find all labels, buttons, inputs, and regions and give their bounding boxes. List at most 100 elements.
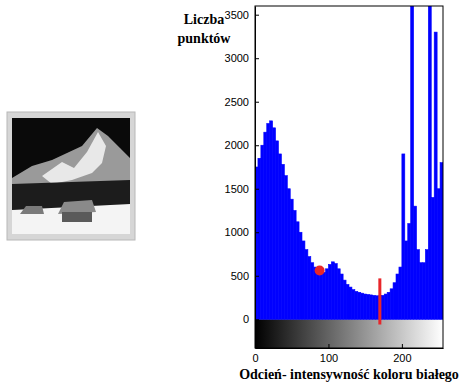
- marker-point: [315, 266, 325, 276]
- x-tick-label: 0: [252, 352, 258, 364]
- histogram-bar: [296, 222, 299, 319]
- y-tick-label: 0: [243, 313, 249, 325]
- histogram-bar: [358, 292, 361, 319]
- plot-frame: [255, 6, 443, 348]
- histogram-bar: [343, 280, 346, 319]
- y-axis-title: Liczbapunktów: [178, 12, 232, 46]
- histogram-bar: [405, 241, 408, 319]
- y-tick: 500: [231, 270, 259, 282]
- photo-hut-wall: [62, 212, 92, 222]
- y-tick-mark: [255, 319, 259, 320]
- photo-hut-small: [20, 206, 44, 214]
- histogram-bar: [434, 32, 437, 319]
- intensity-gradient: [255, 319, 443, 348]
- histogram-bar: [370, 295, 373, 319]
- histogram-bar: [308, 257, 311, 320]
- histogram-bar: [402, 154, 405, 319]
- histogram-bar: [270, 121, 273, 319]
- histogram-bar: [326, 269, 329, 319]
- histogram-bar: [355, 291, 358, 319]
- histogram-bar: [293, 211, 296, 320]
- histogram-bar: [305, 250, 308, 320]
- x-tick: 0: [252, 344, 258, 364]
- photo-snow-peak: [42, 132, 106, 184]
- histogram-bar: [373, 295, 376, 319]
- histogram-bar: [352, 290, 355, 320]
- histogram-bar: [311, 263, 314, 320]
- histogram-bar: [431, 197, 434, 319]
- histogram-bar: [414, 206, 417, 319]
- histogram-bar: [317, 271, 320, 320]
- y-tick: 0: [243, 313, 259, 325]
- histogram-bar: [396, 274, 399, 319]
- y-tick: 1000: [225, 226, 259, 238]
- y-axis: 0 500 1000 1500 2000 2500 3000 3500: [225, 7, 259, 349]
- histogram-bar: [264, 132, 267, 319]
- histogram-bar: [393, 283, 396, 320]
- histogram-bar: [276, 141, 279, 319]
- chart-svg: 05001000150020002500300035000100200Liczb…: [0, 0, 463, 387]
- y-tick-label: 500: [231, 270, 249, 282]
- plot-area: [255, 6, 443, 348]
- histogram-bar: [399, 267, 402, 319]
- threshold-line: [378, 278, 381, 324]
- y-tick-label: 1500: [225, 183, 249, 195]
- histogram-bar: [381, 295, 384, 319]
- photo-frame: [7, 112, 135, 240]
- histogram-bar: [340, 274, 343, 319]
- histogram-bar: [302, 241, 305, 319]
- y-tick-mark: [255, 276, 259, 277]
- y-tick: 3500: [225, 9, 259, 21]
- x-tick-label: 100: [320, 352, 338, 364]
- histogram-bar: [290, 199, 293, 319]
- histogram-bar: [411, 6, 414, 319]
- histogram-bar: [384, 294, 387, 319]
- histogram-bar: [437, 189, 440, 320]
- histogram-bar: [267, 123, 270, 319]
- y-tick-label: 3500: [225, 9, 249, 21]
- histogram-bar: [261, 145, 264, 319]
- y-tick-label: 2500: [225, 96, 249, 108]
- x-tick: 100: [320, 344, 338, 364]
- histogram-bar: [361, 293, 364, 319]
- histogram-bar: [331, 262, 334, 319]
- histogram-bar: [349, 287, 352, 319]
- x-tick-mark: [255, 344, 256, 348]
- y-tick: 2500: [225, 96, 259, 108]
- y-tick-label: 1000: [225, 226, 249, 238]
- y-axis-line: [255, 7, 256, 349]
- histogram-bar: [408, 224, 411, 320]
- y-tick-mark: [255, 15, 259, 16]
- y-tick: 3000: [225, 52, 259, 64]
- histogram-bar: [323, 272, 326, 319]
- x-tick-mark: [402, 344, 403, 348]
- histogram-bar: [387, 292, 390, 319]
- histogram-bar: [279, 154, 282, 319]
- histogram-bar: [328, 264, 331, 319]
- y-axis-title-line: punktów: [178, 31, 232, 46]
- histogram-bar: [281, 164, 284, 319]
- y-tick-mark: [255, 58, 259, 59]
- histogram-bar: [337, 269, 340, 319]
- histogram-bar: [334, 264, 337, 320]
- photo: [7, 112, 135, 240]
- photo-inner: [12, 118, 130, 234]
- photo-hut-roof: [58, 200, 96, 214]
- histogram-bar: [320, 273, 323, 319]
- histogram-bar: [258, 158, 261, 319]
- histogram-bar: [422, 263, 425, 320]
- photo-sky: [12, 118, 130, 234]
- y-tick: 2000: [225, 139, 259, 151]
- histogram-bar: [428, 6, 431, 319]
- y-tick-label: 3000: [225, 52, 249, 64]
- histogram-bar: [284, 176, 287, 320]
- y-tick-mark: [255, 189, 259, 190]
- histogram-bar: [417, 250, 420, 320]
- y-tick: 1500: [225, 183, 259, 195]
- histogram-bar: [273, 128, 276, 319]
- histogram-bar: [390, 289, 393, 319]
- histogram-bar: [367, 294, 370, 319]
- histogram-bar: [299, 232, 302, 319]
- histogram-bar: [314, 267, 317, 319]
- y-tick-label: 2000: [225, 139, 249, 151]
